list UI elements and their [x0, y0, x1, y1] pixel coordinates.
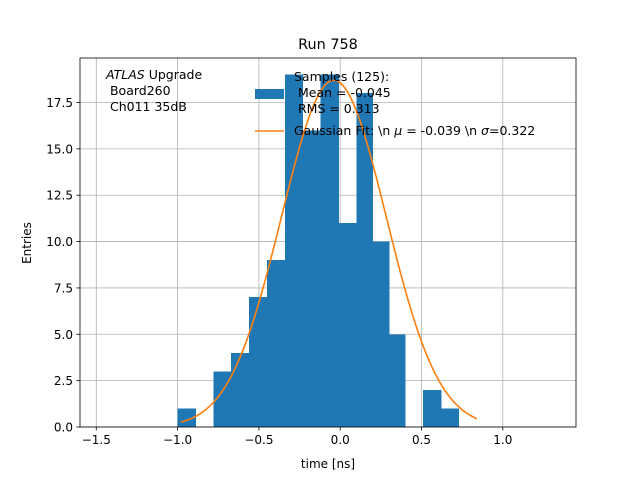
legend: Samples (125): Mean = -0.045 RMS = 0.313…	[255, 69, 535, 138]
annotation-channel: Ch011 35dB	[106, 99, 187, 114]
histogram-bar	[388, 334, 406, 427]
gaussian-fit-line	[180, 79, 478, 423]
histogram-bar	[249, 297, 268, 427]
legend-hist-line-2: Mean = -0.045	[294, 85, 391, 100]
y-tick-label: 7.5	[54, 281, 73, 295]
x-tick-label: −0.5	[244, 433, 273, 447]
legend-fit-sigma: σ	[481, 123, 490, 138]
y-tick-label: 10.0	[46, 235, 73, 249]
x-tick-label: 0.5	[412, 433, 431, 447]
chart-title: Run 758	[298, 37, 358, 53]
histogram-bar	[320, 74, 339, 427]
legend-fit-suffix: =0.322	[489, 123, 535, 138]
y-axis-label: Entries	[20, 222, 34, 264]
experiment-suffix: Upgrade	[145, 67, 203, 82]
legend-fit-mid: = -0.039 \n	[402, 123, 481, 138]
plot-frame	[79, 57, 577, 428]
x-axis: −1.5 −1.0 −0.5 0.0 0.5 1.0	[82, 427, 512, 447]
legend-fit-mu: μ	[393, 123, 402, 138]
x-tick-label: −1.5	[82, 433, 111, 447]
histogram-bar	[338, 223, 357, 427]
y-tick-label: 17.5	[46, 96, 73, 110]
y-tick-label: 0.0	[54, 421, 73, 435]
histogram-bar	[356, 93, 374, 428]
y-axis: 0.0 2.5 5.0 7.5 10.0 12.5 15.0 17.5	[46, 96, 80, 435]
annotation-line-1: ATLAS Upgrade	[105, 67, 202, 82]
y-tick-label: 5.0	[54, 328, 73, 342]
legend-hist-line-3: RMS = 0.313	[294, 101, 380, 116]
y-tick-label: 12.5	[46, 189, 73, 203]
gaussian-fit	[180, 79, 478, 423]
histogram-bar	[372, 241, 390, 427]
y-tick-label: 15.0	[46, 142, 73, 156]
legend-fit-prefix: Gaussian Fit: \n	[294, 123, 394, 138]
histogram-bar	[231, 352, 250, 427]
legend-hist-line-1: Samples (125):	[294, 69, 389, 84]
x-tick-label: 1.0	[493, 433, 512, 447]
histogram-bar	[267, 260, 286, 427]
legend-fit-label: Gaussian Fit: \n μ = -0.039 \n σ=0.322	[294, 123, 535, 138]
x-tick-label: −1.0	[163, 433, 192, 447]
legend-hist-swatch	[255, 89, 284, 99]
histogram-bar	[284, 74, 304, 427]
histogram-bar	[423, 389, 442, 427]
experiment-name: ATLAS	[105, 67, 145, 82]
annotation-board: Board260	[106, 83, 171, 98]
atlas-annotation: ATLAS Upgrade Board260 Ch011 35dB	[105, 67, 202, 114]
histogram-bars	[177, 74, 460, 428]
y-tick-label: 2.5	[54, 374, 73, 388]
histogram-bar	[441, 408, 460, 427]
x-axis-label: time [ns]	[301, 457, 355, 471]
x-tick-label: 0.0	[331, 433, 350, 447]
histogram-bar	[302, 130, 321, 427]
